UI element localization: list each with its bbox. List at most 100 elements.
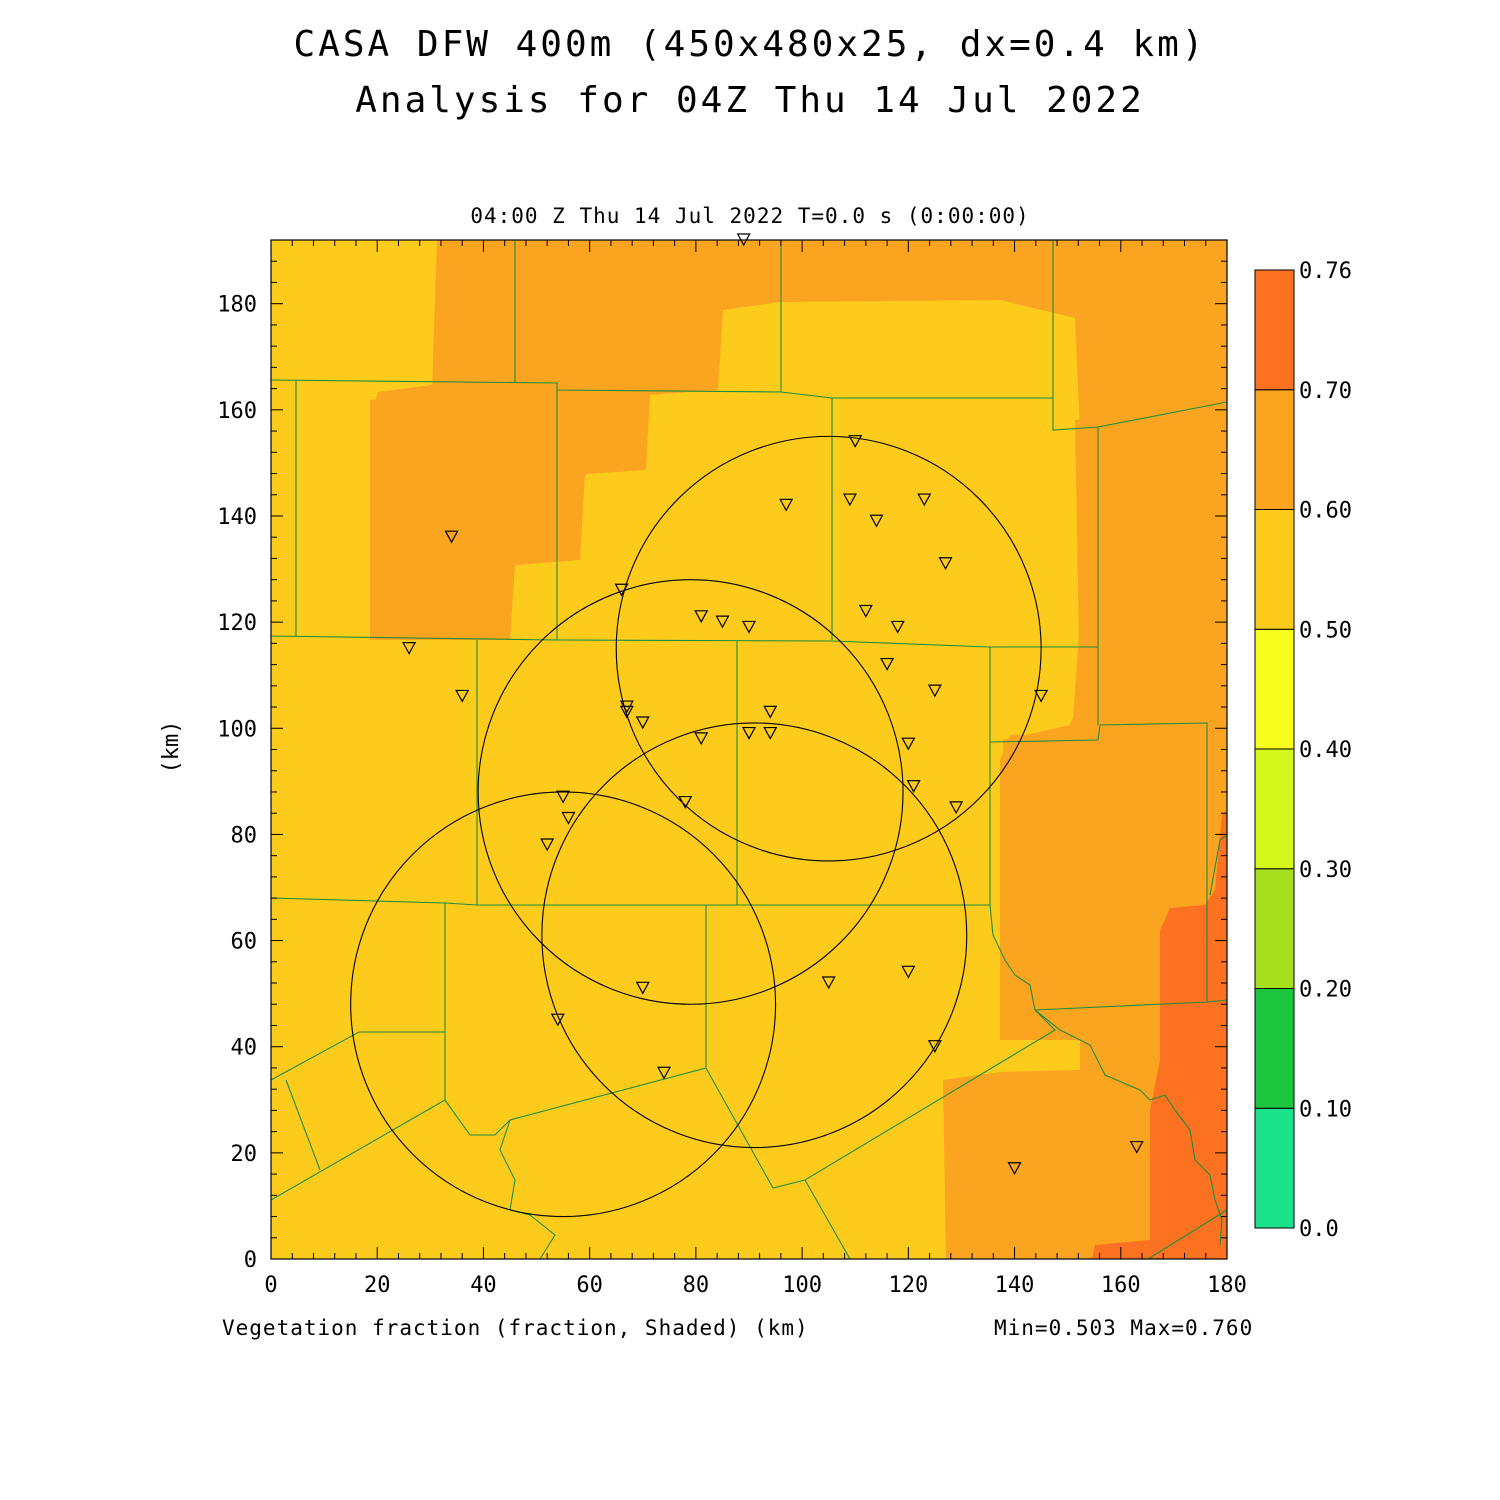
colorbar-swatch <box>1254 868 1295 989</box>
station-marker <box>763 726 778 740</box>
station-marker <box>901 965 916 979</box>
station-marker <box>821 976 836 990</box>
x-tick-label: 120 <box>888 1273 928 1298</box>
y-tick-label: 160 <box>217 399 257 424</box>
radar-ring <box>350 791 777 1218</box>
title-line-1: CASA DFW 400m (450x480x25, dx=0.4 km) <box>293 24 1207 65</box>
veg-class-060-070-east <box>1003 400 1227 1040</box>
station-marker <box>779 498 794 512</box>
x-tick-label: 180 <box>1207 1273 1247 1298</box>
valid-time-subtitle: 04:00 Z Thu 14 Jul 2022 T=0.0 s (0:00:00… <box>470 204 1030 228</box>
colorbar-label: 0.0 <box>1299 1217 1339 1242</box>
station-marker <box>949 801 964 815</box>
station-marker <box>880 657 895 671</box>
colorbar-swatch <box>1254 988 1295 1109</box>
field-description: Vegetation fraction (fraction, Shaded) (… <box>222 1316 809 1340</box>
county-line <box>271 1009 1056 1201</box>
colorbar-label: 0.70 <box>1299 379 1352 404</box>
x-tick-label: 100 <box>782 1273 822 1298</box>
colorbar-label: 0.40 <box>1299 738 1352 763</box>
y-tick-label: 140 <box>217 505 257 530</box>
x-tick-label: 20 <box>364 1273 391 1298</box>
station-marker <box>694 610 709 624</box>
station-marker <box>444 530 459 544</box>
x-tick-label: 80 <box>683 1273 710 1298</box>
county-boundaries <box>271 240 1227 1259</box>
station-marker <box>927 684 942 698</box>
y-tick-label: 120 <box>217 611 257 636</box>
colorbar-label: 0.10 <box>1299 1097 1352 1122</box>
station-marker <box>741 620 757 634</box>
county-line <box>1209 834 1227 896</box>
station-marker <box>927 1040 942 1053</box>
station-marker <box>715 615 730 629</box>
station-marker <box>763 705 778 719</box>
station-marker <box>848 435 863 448</box>
county-line <box>804 1179 851 1259</box>
colorbar-swatch <box>1254 269 1295 391</box>
county-line <box>989 722 1208 1002</box>
station-marker <box>890 620 905 634</box>
station-marker <box>694 732 709 746</box>
radar-ring <box>541 722 968 1149</box>
county-line <box>1034 999 1227 1011</box>
station-marker <box>635 716 650 730</box>
x-tick-label: 160 <box>1101 1273 1141 1298</box>
colorbar-swatch <box>1254 389 1295 510</box>
y-tick-label: 100 <box>217 717 257 742</box>
station-marker <box>657 1066 672 1080</box>
station-marker <box>455 689 470 703</box>
veg-class-060-070-northwest <box>370 380 557 640</box>
colorbar-swatch <box>1254 1107 1295 1229</box>
stations <box>402 435 1144 1176</box>
station-marker <box>901 737 916 751</box>
y-axis-tick-labels: 0 20 40 60 80 100 120 140 160 180 <box>217 293 257 1273</box>
station-marker <box>614 583 629 597</box>
county-line <box>1147 1209 1227 1259</box>
station-marker <box>678 795 693 809</box>
station-marker <box>869 514 884 528</box>
colorbar-label: 0.60 <box>1299 499 1352 524</box>
colorbar-label: 0.50 <box>1299 618 1352 643</box>
radar-ring <box>477 579 904 1005</box>
colorbar-label: 0.30 <box>1299 858 1352 883</box>
station-marker <box>402 642 417 655</box>
colorbar-swatch <box>1254 509 1295 630</box>
axis-ticks <box>270 239 1228 1260</box>
y-axis-label: (km) <box>159 721 184 774</box>
county-line <box>271 897 1036 1011</box>
station-marker <box>635 981 650 995</box>
county-line <box>271 635 1098 648</box>
title-line-2: Analysis for 04Z Thu 14 Jul 2022 <box>355 80 1145 121</box>
station-marker <box>906 780 921 793</box>
vegetation-field <box>271 240 1227 1259</box>
y-tick-label: 60 <box>231 930 258 955</box>
radar-rings <box>350 435 1042 1218</box>
x-tick-label: 0 <box>264 1273 277 1298</box>
y-tick-label: 180 <box>217 293 257 318</box>
station-marker <box>540 838 555 852</box>
station-marker <box>619 705 634 719</box>
y-tick-label: 80 <box>231 823 258 848</box>
county-line <box>285 1079 321 1171</box>
colorbar: 0.0 0.10 0.20 0.30 0.40 0.50 0.60 0.70 0.76 <box>1254 259 1352 1242</box>
station-marker <box>842 493 857 507</box>
station-marker <box>561 811 576 825</box>
radar-ring <box>615 435 1042 862</box>
colorbar-label: 0.20 <box>1299 978 1352 1003</box>
station-marker <box>1129 1140 1144 1154</box>
colorbar-label: 0.76 <box>1299 259 1352 284</box>
colorbar-swatch <box>1254 748 1295 870</box>
x-tick-label: 140 <box>995 1273 1035 1298</box>
station-marker <box>741 726 757 740</box>
x-axis-tick-labels: 0 20 40 60 80 100 120 140 160 180 <box>264 1273 1247 1298</box>
county-line <box>1034 1009 1223 1246</box>
y-tick-label: 40 <box>231 1036 258 1061</box>
y-tick-label: 20 <box>231 1142 258 1167</box>
station-marker <box>1034 689 1049 703</box>
station-marker <box>550 1013 565 1027</box>
station-marker <box>556 790 571 804</box>
x-tick-label: 60 <box>576 1273 603 1298</box>
station-marker <box>858 604 873 618</box>
